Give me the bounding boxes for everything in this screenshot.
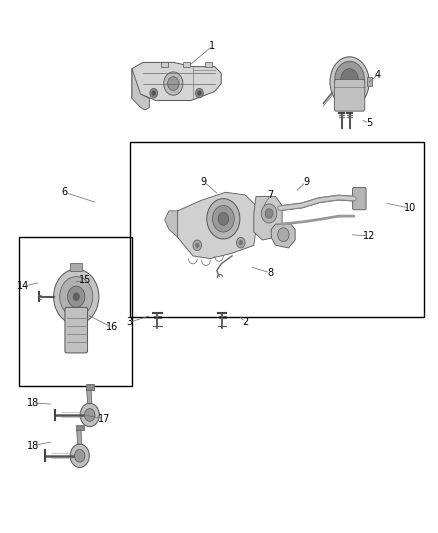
Circle shape xyxy=(70,444,89,467)
Circle shape xyxy=(195,243,199,248)
Bar xyxy=(205,62,212,67)
Circle shape xyxy=(335,61,364,98)
Circle shape xyxy=(193,240,201,251)
Text: 5: 5 xyxy=(366,118,372,128)
Text: 9: 9 xyxy=(201,176,207,187)
Polygon shape xyxy=(77,429,82,444)
Polygon shape xyxy=(254,197,282,240)
Circle shape xyxy=(168,77,179,91)
Circle shape xyxy=(341,69,358,90)
Ellipse shape xyxy=(330,57,369,107)
Bar xyxy=(130,142,424,317)
Circle shape xyxy=(53,269,99,324)
Circle shape xyxy=(150,88,158,98)
Circle shape xyxy=(60,277,93,317)
Bar xyxy=(161,62,168,67)
Bar xyxy=(70,263,82,271)
Text: 18: 18 xyxy=(27,398,39,408)
Circle shape xyxy=(218,213,229,225)
Polygon shape xyxy=(271,224,295,248)
Text: 7: 7 xyxy=(267,190,273,200)
Bar xyxy=(19,237,132,386)
Circle shape xyxy=(212,206,234,232)
Polygon shape xyxy=(165,211,178,237)
Bar xyxy=(367,77,372,86)
Text: 16: 16 xyxy=(106,322,119,333)
Circle shape xyxy=(73,293,80,301)
Circle shape xyxy=(152,91,156,96)
Text: 4: 4 xyxy=(375,70,381,79)
Text: 12: 12 xyxy=(363,231,375,241)
Circle shape xyxy=(197,91,201,96)
Text: 6: 6 xyxy=(61,187,67,197)
Circle shape xyxy=(195,88,203,98)
Text: 14: 14 xyxy=(17,281,29,291)
Text: 8: 8 xyxy=(267,268,273,278)
Circle shape xyxy=(164,72,183,95)
Polygon shape xyxy=(178,192,256,259)
Text: 3: 3 xyxy=(127,317,133,327)
Circle shape xyxy=(237,237,245,248)
Text: 18: 18 xyxy=(27,441,39,451)
Bar xyxy=(76,425,84,430)
Text: 1: 1 xyxy=(209,41,215,51)
Bar xyxy=(183,62,190,67)
Circle shape xyxy=(80,403,99,426)
Circle shape xyxy=(74,449,85,462)
Text: 10: 10 xyxy=(404,203,417,213)
Text: 9: 9 xyxy=(303,176,309,187)
Circle shape xyxy=(85,409,95,421)
Circle shape xyxy=(67,286,85,308)
Polygon shape xyxy=(87,389,92,403)
Text: 17: 17 xyxy=(98,414,110,424)
Bar xyxy=(86,384,94,390)
Circle shape xyxy=(278,228,289,241)
Text: 15: 15 xyxy=(79,275,92,285)
Circle shape xyxy=(265,209,273,218)
FancyBboxPatch shape xyxy=(353,188,366,210)
Circle shape xyxy=(239,240,243,245)
Circle shape xyxy=(261,204,277,223)
Polygon shape xyxy=(132,69,149,110)
Text: 2: 2 xyxy=(242,317,248,327)
Polygon shape xyxy=(132,62,221,101)
FancyBboxPatch shape xyxy=(65,308,88,353)
FancyBboxPatch shape xyxy=(334,79,365,111)
Circle shape xyxy=(207,199,240,239)
